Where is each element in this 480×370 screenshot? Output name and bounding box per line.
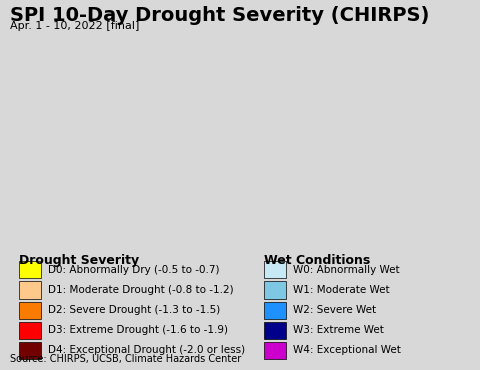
- Text: D2: Severe Drought (-1.3 to -1.5): D2: Severe Drought (-1.3 to -1.5): [48, 305, 220, 315]
- Text: D0: Abnormally Dry (-0.5 to -0.7): D0: Abnormally Dry (-0.5 to -0.7): [48, 265, 219, 275]
- FancyBboxPatch shape: [19, 322, 41, 339]
- Text: SPI 10-Day Drought Severity (CHIRPS): SPI 10-Day Drought Severity (CHIRPS): [10, 6, 429, 24]
- FancyBboxPatch shape: [264, 261, 286, 278]
- Text: W0: Abnormally Wet: W0: Abnormally Wet: [293, 265, 399, 275]
- Text: W1: Moderate Wet: W1: Moderate Wet: [293, 285, 389, 295]
- Text: Apr. 1 - 10, 2022 [final]: Apr. 1 - 10, 2022 [final]: [10, 21, 139, 31]
- Text: Source: CHIRPS, UCSB, Climate Hazards Center: Source: CHIRPS, UCSB, Climate Hazards Ce…: [10, 354, 241, 364]
- FancyBboxPatch shape: [19, 261, 41, 278]
- Text: W3: Extreme Wet: W3: Extreme Wet: [293, 325, 384, 335]
- FancyBboxPatch shape: [19, 342, 41, 359]
- FancyBboxPatch shape: [264, 322, 286, 339]
- Text: D4: Exceptional Drought (-2.0 or less): D4: Exceptional Drought (-2.0 or less): [48, 346, 245, 356]
- FancyBboxPatch shape: [264, 302, 286, 319]
- Text: W2: Severe Wet: W2: Severe Wet: [293, 305, 376, 315]
- FancyBboxPatch shape: [264, 342, 286, 359]
- Text: Wet Conditions: Wet Conditions: [264, 254, 370, 267]
- Text: W4: Exceptional Wet: W4: Exceptional Wet: [293, 346, 401, 356]
- FancyBboxPatch shape: [264, 282, 286, 299]
- FancyBboxPatch shape: [19, 282, 41, 299]
- Text: D1: Moderate Drought (-0.8 to -1.2): D1: Moderate Drought (-0.8 to -1.2): [48, 285, 234, 295]
- FancyBboxPatch shape: [19, 302, 41, 319]
- Text: Drought Severity: Drought Severity: [19, 254, 139, 267]
- Text: D3: Extreme Drought (-1.6 to -1.9): D3: Extreme Drought (-1.6 to -1.9): [48, 325, 228, 335]
